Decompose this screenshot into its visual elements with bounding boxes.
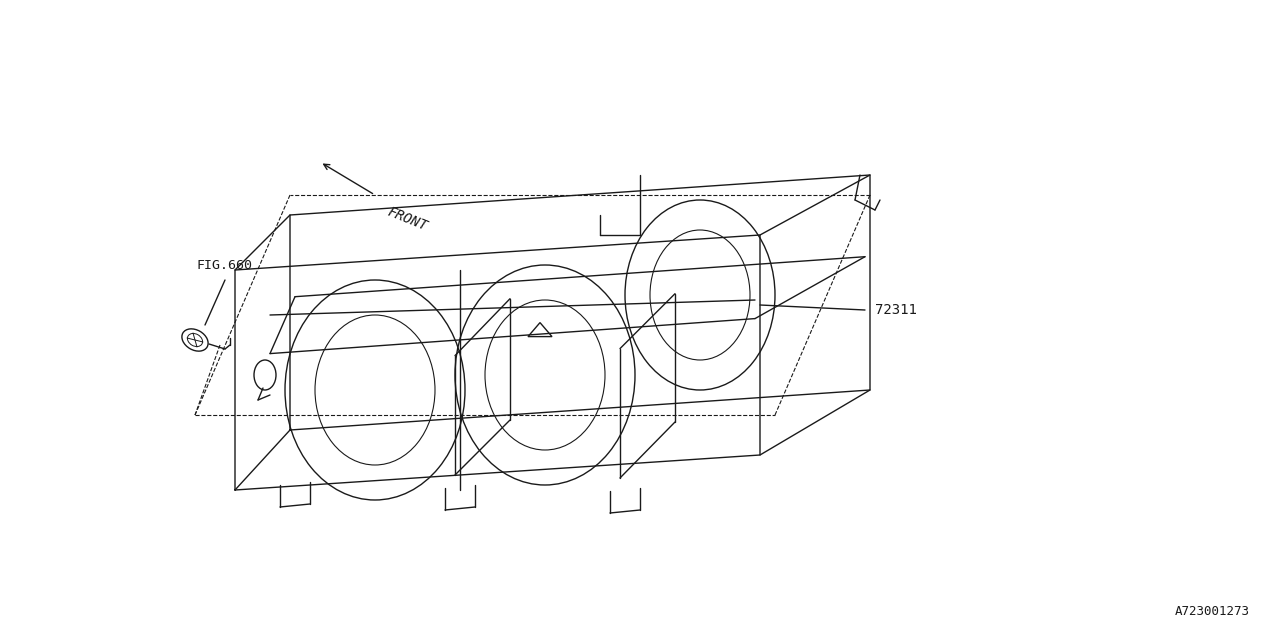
Text: A723001273: A723001273 [1175, 605, 1251, 618]
Text: 72311: 72311 [876, 303, 916, 317]
Text: FIG.660: FIG.660 [197, 259, 253, 272]
Text: FRONT: FRONT [385, 205, 429, 234]
